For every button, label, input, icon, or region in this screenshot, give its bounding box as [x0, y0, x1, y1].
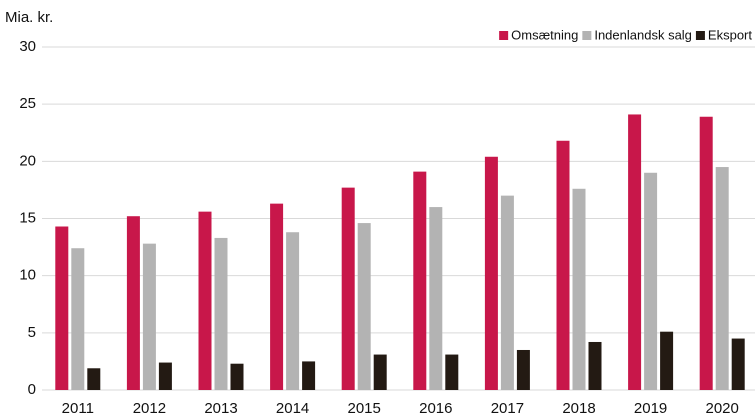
bar	[429, 207, 443, 390]
x-tick-label: 2019	[634, 400, 667, 417]
bar	[628, 114, 642, 390]
bar	[286, 232, 300, 390]
legend-label: Indenlandsk salg	[594, 27, 692, 42]
legend-label: Omsætning	[511, 27, 578, 42]
x-tick-label: 2015	[348, 400, 381, 417]
y-tick-label: 0	[28, 381, 36, 398]
x-tick-label: 2018	[562, 400, 595, 417]
x-tick-label: 2011	[62, 400, 94, 417]
bar	[500, 195, 514, 390]
legend-label: Eksport	[708, 27, 752, 42]
bar	[55, 226, 69, 390]
y-tick-label: 15	[19, 209, 36, 226]
bar	[341, 187, 355, 390]
x-tick-label: 2013	[204, 400, 237, 417]
bar	[588, 341, 602, 390]
bar	[158, 362, 172, 390]
legend-swatch	[695, 31, 705, 40]
y-tick-label: 25	[19, 95, 36, 112]
x-tick-label: 2020	[706, 400, 739, 417]
bar	[484, 156, 498, 390]
bar	[214, 237, 228, 390]
y-tick-label: 20	[19, 152, 36, 169]
x-tick-label: 2012	[133, 400, 166, 417]
x-tick-label: 2014	[276, 400, 309, 417]
bar	[644, 172, 658, 390]
bar	[357, 223, 371, 390]
bar	[660, 331, 674, 390]
bar	[87, 368, 101, 390]
bar	[413, 171, 427, 390]
legend-swatch	[499, 31, 509, 40]
bar	[198, 211, 212, 390]
bar	[572, 188, 586, 390]
y-tick-label: 30	[19, 38, 36, 55]
y-tick-label: 10	[19, 267, 36, 284]
bar	[230, 363, 244, 390]
y-tick-label: 5	[28, 324, 36, 341]
bar	[715, 167, 729, 390]
x-tick-label: 2016	[419, 400, 452, 417]
x-tick-label: 2017	[491, 400, 524, 417]
bar	[126, 216, 140, 390]
bar	[699, 116, 713, 390]
bar	[445, 354, 459, 390]
bar	[270, 203, 284, 390]
bar	[142, 243, 156, 390]
bar	[302, 361, 316, 390]
bar	[516, 349, 530, 390]
bar	[71, 248, 85, 390]
bar	[556, 140, 570, 390]
bar	[731, 338, 745, 390]
y-axis-label: Mia. kr.	[5, 9, 53, 26]
bar	[373, 354, 387, 390]
legend-swatch	[582, 31, 592, 40]
